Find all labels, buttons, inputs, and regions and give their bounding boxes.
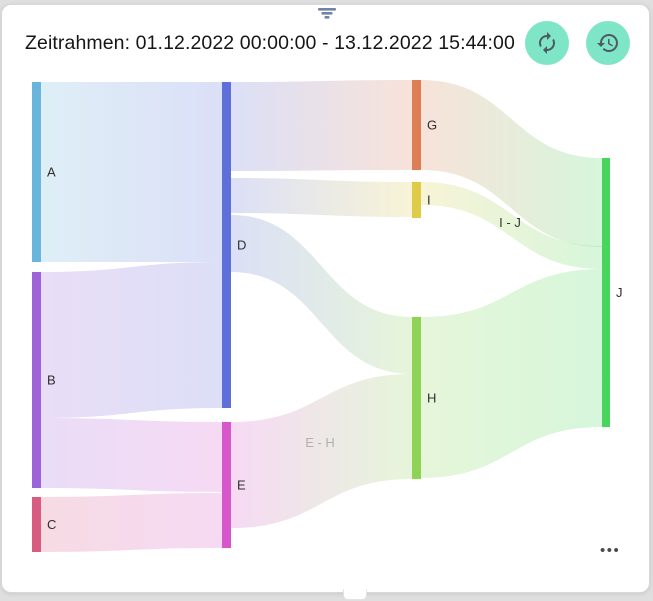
sankey-node-J[interactable] (602, 158, 610, 427)
sankey-link-E-H[interactable] (231, 374, 412, 528)
sankey-link-D-G[interactable] (231, 80, 412, 171)
sankey-link-C-E[interactable] (41, 493, 222, 552)
sankey-node-label-J: J (616, 285, 623, 300)
sankey-node-G[interactable] (412, 80, 421, 170)
filter-icon[interactable] (318, 8, 336, 20)
timeframe-title: Zeitrahmen: 01.12.2022 00:00:00 - 13.12.… (25, 32, 515, 54)
sankey-link-D-H[interactable] (231, 215, 412, 374)
sankey-node-label-C: C (47, 517, 56, 532)
refresh-button[interactable] (525, 21, 569, 65)
sankey-node-H[interactable] (412, 317, 421, 479)
sankey-node-I[interactable] (412, 182, 421, 218)
sankey-link-D-I[interactable] (231, 178, 412, 217)
sankey-link-label: E - H (305, 435, 335, 450)
sankey-node-label-H: H (427, 391, 436, 406)
sankey-link-A-D[interactable] (41, 82, 222, 262)
sankey-link-label: I - J (499, 215, 521, 230)
sankey-node-D[interactable] (222, 82, 231, 408)
sankey-node-label-B: B (47, 373, 56, 388)
sankey-node-C[interactable] (32, 497, 41, 552)
sankey-node-label-G: G (427, 118, 437, 133)
sankey-link-B-E[interactable] (41, 418, 222, 492)
sankey-link-B-D[interactable] (41, 262, 222, 418)
history-icon (596, 31, 620, 55)
sankey-node-label-A: A (47, 165, 56, 180)
sankey-link-G-J[interactable] (421, 80, 602, 247)
sankey-node-label-E: E (237, 478, 246, 493)
sankey-link-H-J[interactable] (421, 269, 602, 478)
sankey-node-E[interactable] (222, 422, 231, 548)
sankey-node-label-D: D (237, 238, 246, 253)
sankey-node-B[interactable] (32, 272, 41, 488)
more-options-button[interactable]: ••• (600, 542, 621, 559)
sankey-node-label-I: I (427, 193, 431, 208)
sankey-node-A[interactable] (32, 82, 41, 262)
history-button[interactable] (586, 21, 630, 65)
drag-handle[interactable] (343, 589, 367, 600)
sankey-link-I-J[interactable] (421, 182, 602, 269)
refresh-icon (535, 31, 559, 55)
